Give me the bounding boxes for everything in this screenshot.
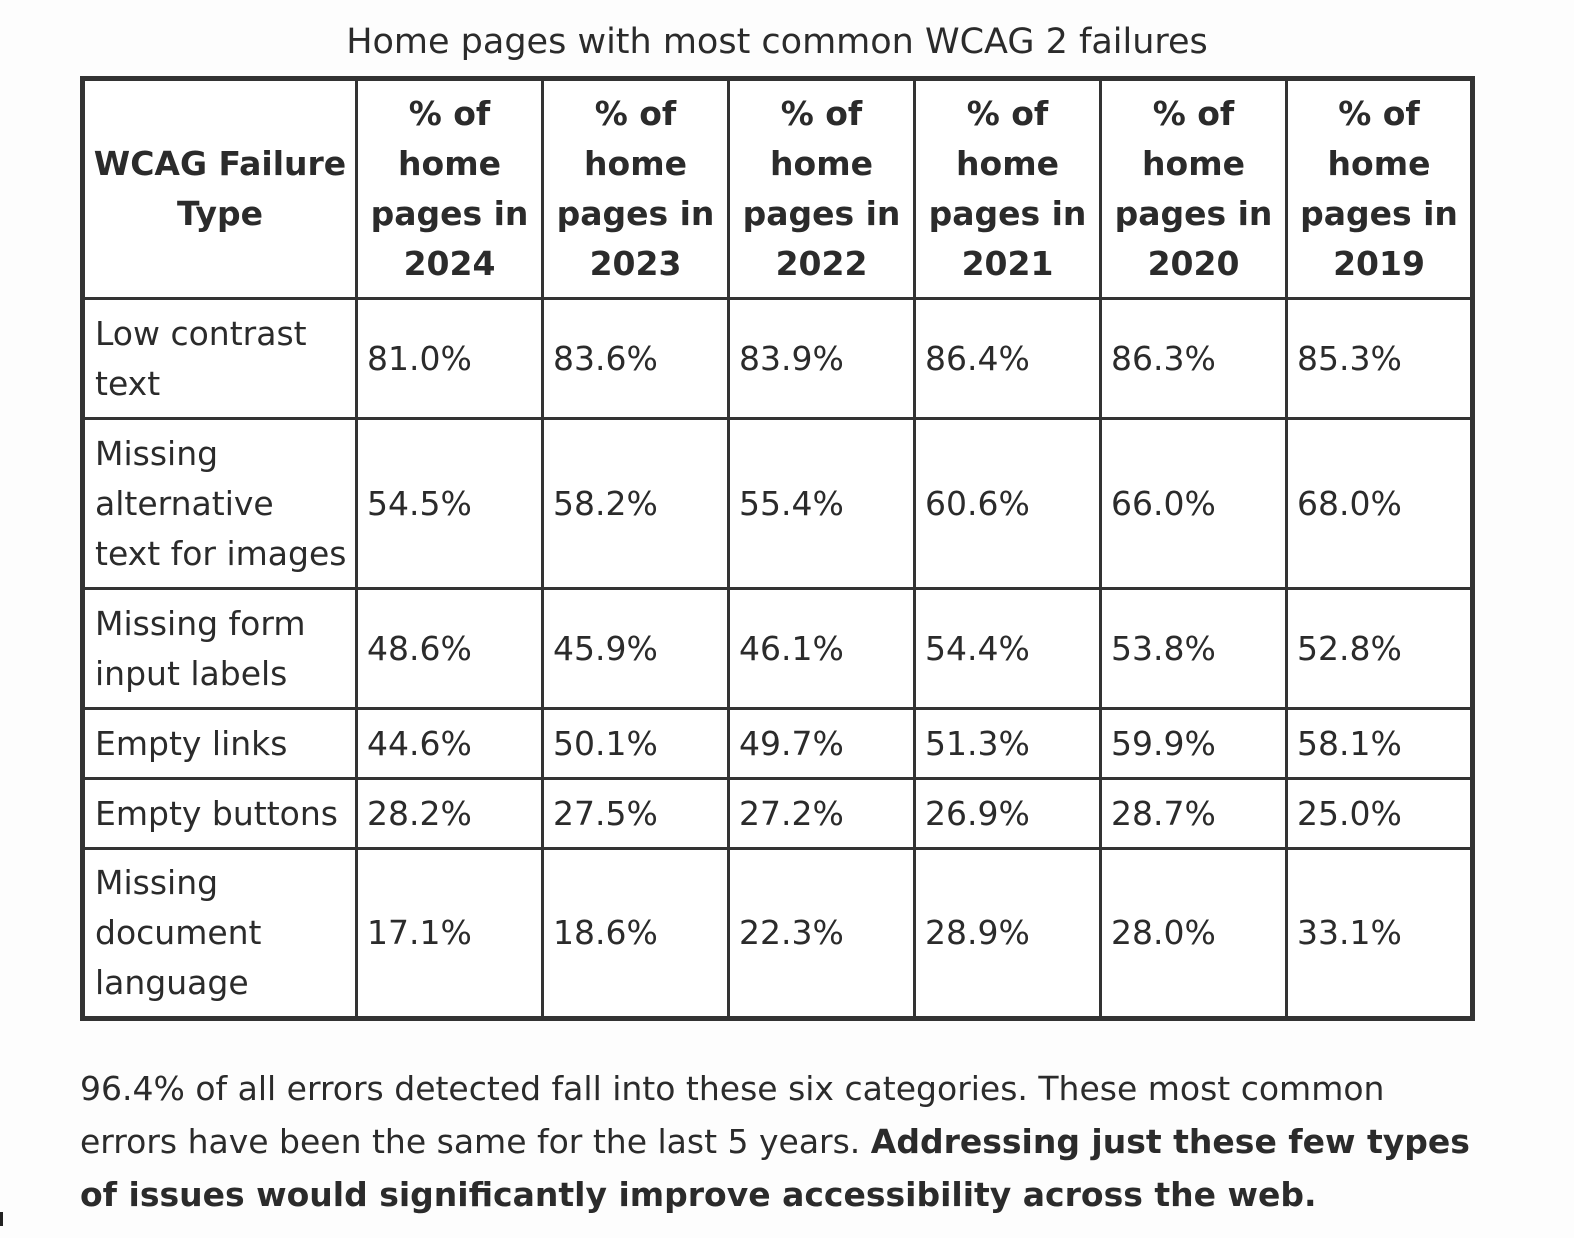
- table-row: Missing alternative text for images 54.5…: [81, 417, 1474, 590]
- value-cell: 68.0%: [1285, 417, 1474, 590]
- value-cell: 51.3%: [913, 707, 1102, 780]
- header-row: WCAG Failure Type % of home pages in 202…: [81, 77, 1474, 300]
- table-row: Missing form input labels 48.6% 45.9% 46…: [81, 587, 1474, 710]
- value-cell: 54.4%: [913, 587, 1102, 710]
- value-cell: 50.1%: [541, 707, 730, 780]
- header-2021: % of home pages in 2021: [913, 77, 1102, 300]
- value-cell: 45.9%: [541, 587, 730, 710]
- value-cell: 26.9%: [913, 777, 1102, 850]
- edge-mark: [0, 1212, 3, 1226]
- value-cell: 46.1%: [727, 587, 916, 710]
- value-cell: 58.1%: [1285, 707, 1474, 780]
- value-cell: 25.0%: [1285, 777, 1474, 850]
- table-row: Empty buttons 28.2% 27.5% 27.2% 26.9% 28…: [81, 777, 1474, 850]
- value-cell: 28.0%: [1099, 847, 1288, 1020]
- header-2019: % of home pages in 2019: [1285, 77, 1474, 300]
- value-cell: 28.7%: [1099, 777, 1288, 850]
- value-cell: 17.1%: [355, 847, 544, 1020]
- value-cell: 83.6%: [541, 297, 730, 420]
- value-cell: 48.6%: [355, 587, 544, 710]
- value-cell: 86.4%: [913, 297, 1102, 420]
- wcag-failures-table: WCAG Failure Type % of home pages in 202…: [80, 76, 1475, 1021]
- value-cell: 28.9%: [913, 847, 1102, 1020]
- value-cell: 44.6%: [355, 707, 544, 780]
- failure-type-cell: Missing document language: [81, 847, 358, 1020]
- table-row: Missing document language 17.1% 18.6% 22…: [81, 847, 1474, 1020]
- value-cell: 81.0%: [355, 297, 544, 420]
- failure-type-cell: Missing alternative text for images: [81, 417, 358, 590]
- value-cell: 33.1%: [1285, 847, 1474, 1020]
- summary-bold-text: Addressing just these few types of issue…: [80, 1122, 1470, 1214]
- value-cell: 27.2%: [727, 777, 916, 850]
- summary-text: 96.4% of all errors detected fall into t…: [80, 1069, 1385, 1161]
- header-2023: % of home pages in 2023: [541, 77, 730, 300]
- table-row: Empty links 44.6% 50.1% 49.7% 51.3% 59.9…: [81, 707, 1474, 780]
- value-cell: 28.2%: [355, 777, 544, 850]
- value-cell: 49.7%: [727, 707, 916, 780]
- value-cell: 66.0%: [1099, 417, 1288, 590]
- failure-type-cell: Empty links: [81, 707, 358, 780]
- header-failure-type: WCAG Failure Type: [81, 77, 358, 300]
- failure-type-cell: Missing form input labels: [81, 587, 358, 710]
- value-cell: 85.3%: [1285, 297, 1474, 420]
- value-cell: 59.9%: [1099, 707, 1288, 780]
- value-cell: 27.5%: [541, 777, 730, 850]
- table-row: Low contrast text 81.0% 83.6% 83.9% 86.4…: [81, 297, 1474, 420]
- header-2024: % of home pages in 2024: [355, 77, 544, 300]
- header-2020: % of home pages in 2020: [1099, 77, 1288, 300]
- value-cell: 86.3%: [1099, 297, 1288, 420]
- summary-paragraph: 96.4% of all errors detected fall into t…: [80, 1062, 1480, 1221]
- value-cell: 54.5%: [355, 417, 544, 590]
- header-2022: % of home pages in 2022: [727, 77, 916, 300]
- table-caption: Home pages with most common WCAG 2 failu…: [346, 22, 1208, 62]
- value-cell: 52.8%: [1285, 587, 1474, 710]
- value-cell: 60.6%: [913, 417, 1102, 590]
- value-cell: 83.9%: [727, 297, 916, 420]
- value-cell: 22.3%: [727, 847, 916, 1020]
- value-cell: 53.8%: [1099, 587, 1288, 710]
- failure-type-cell: Low contrast text: [81, 297, 358, 420]
- value-cell: 58.2%: [541, 417, 730, 590]
- value-cell: 55.4%: [727, 417, 916, 590]
- failure-type-cell: Empty buttons: [81, 777, 358, 850]
- value-cell: 18.6%: [541, 847, 730, 1020]
